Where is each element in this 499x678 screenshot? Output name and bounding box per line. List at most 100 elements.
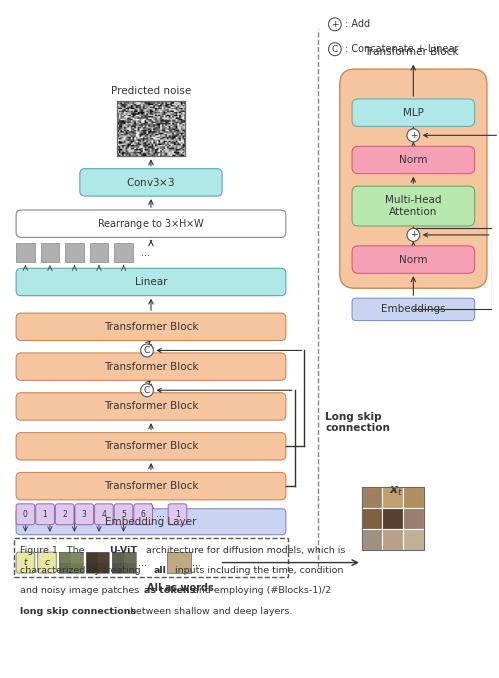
FancyBboxPatch shape <box>403 487 424 508</box>
Text: 6: 6 <box>141 510 146 519</box>
FancyBboxPatch shape <box>340 69 487 288</box>
Text: Figure 1.  The: Figure 1. The <box>20 546 87 555</box>
Text: +: + <box>331 20 339 28</box>
FancyBboxPatch shape <box>403 529 424 550</box>
FancyBboxPatch shape <box>75 504 94 525</box>
Text: U-ViT: U-ViT <box>109 546 137 555</box>
FancyBboxPatch shape <box>38 552 56 573</box>
FancyBboxPatch shape <box>80 169 222 196</box>
FancyBboxPatch shape <box>112 563 124 573</box>
FancyBboxPatch shape <box>40 243 59 262</box>
Text: ...: ... <box>138 557 147 567</box>
Text: all: all <box>154 566 167 575</box>
Text: Transformer Block: Transformer Block <box>104 481 198 491</box>
FancyBboxPatch shape <box>352 146 475 174</box>
Text: : Concatenate + Linear: : Concatenate + Linear <box>345 44 458 54</box>
FancyBboxPatch shape <box>362 487 382 508</box>
FancyBboxPatch shape <box>382 508 403 529</box>
FancyBboxPatch shape <box>114 243 133 262</box>
Text: ...: ... <box>141 248 150 258</box>
FancyBboxPatch shape <box>114 504 133 525</box>
Text: 1: 1 <box>175 510 180 519</box>
FancyBboxPatch shape <box>16 353 286 380</box>
Text: characterized by treating: characterized by treating <box>20 566 144 575</box>
Text: Long skip
connection: Long skip connection <box>325 412 390 433</box>
Text: C: C <box>332 45 338 54</box>
Text: Transformer Block: Transformer Block <box>104 322 198 332</box>
Text: Predicted noise: Predicted noise <box>111 85 191 96</box>
FancyBboxPatch shape <box>95 504 113 525</box>
FancyBboxPatch shape <box>168 504 187 525</box>
Text: ...: ... <box>156 509 165 519</box>
Text: 3: 3 <box>82 510 87 519</box>
Circle shape <box>141 344 153 357</box>
Text: between shallow and deep layers.: between shallow and deep layers. <box>127 607 292 616</box>
FancyBboxPatch shape <box>16 504 35 525</box>
Text: 5: 5 <box>121 510 126 519</box>
Text: C: C <box>144 386 150 395</box>
FancyBboxPatch shape <box>16 313 286 340</box>
FancyBboxPatch shape <box>55 504 74 525</box>
Text: Embedding Layer: Embedding Layer <box>105 517 197 527</box>
Text: Transformer Block: Transformer Block <box>364 47 458 57</box>
FancyBboxPatch shape <box>97 563 109 573</box>
Text: 1: 1 <box>42 510 47 519</box>
FancyBboxPatch shape <box>16 473 286 500</box>
FancyBboxPatch shape <box>382 529 403 550</box>
Text: c: c <box>44 558 49 567</box>
Text: C: C <box>144 346 150 355</box>
Text: : Add: : Add <box>345 19 370 29</box>
Text: architecture for diffusion models, which is: architecture for diffusion models, which… <box>143 546 345 555</box>
Text: Rearrange to 3$\times$H$\times$W: Rearrange to 3$\times$H$\times$W <box>97 217 205 231</box>
FancyBboxPatch shape <box>16 433 286 460</box>
Text: $\boldsymbol{x}_t$: $\boldsymbol{x}_t$ <box>389 485 403 498</box>
FancyBboxPatch shape <box>86 563 97 573</box>
Text: All as words: All as words <box>147 583 214 593</box>
FancyBboxPatch shape <box>16 508 286 535</box>
FancyBboxPatch shape <box>352 298 475 321</box>
Text: MLP: MLP <box>403 108 424 118</box>
Text: ...: ... <box>192 557 201 567</box>
Text: Norm: Norm <box>399 155 428 165</box>
FancyBboxPatch shape <box>65 243 84 262</box>
Text: Conv3$\times$3: Conv3$\times$3 <box>126 176 176 188</box>
FancyBboxPatch shape <box>167 552 191 573</box>
Text: +: + <box>410 131 417 140</box>
FancyBboxPatch shape <box>59 552 71 563</box>
FancyBboxPatch shape <box>86 552 97 563</box>
Circle shape <box>141 384 153 397</box>
FancyBboxPatch shape <box>124 563 136 573</box>
FancyBboxPatch shape <box>16 393 286 420</box>
Text: inputs including the time, condition: inputs including the time, condition <box>172 566 343 575</box>
Text: Multi-Head
Attention: Multi-Head Attention <box>385 195 442 217</box>
FancyBboxPatch shape <box>117 102 185 156</box>
Text: Embeddings: Embeddings <box>381 304 446 315</box>
Circle shape <box>328 43 341 56</box>
Text: +: + <box>410 231 417 239</box>
Text: 0: 0 <box>23 510 28 519</box>
FancyBboxPatch shape <box>352 99 475 126</box>
FancyBboxPatch shape <box>124 552 136 563</box>
Text: and employing (#Blocks-1)/2: and employing (#Blocks-1)/2 <box>190 586 331 595</box>
FancyBboxPatch shape <box>362 508 382 529</box>
FancyBboxPatch shape <box>112 552 124 563</box>
FancyBboxPatch shape <box>16 552 35 573</box>
Text: long skip connections: long skip connections <box>20 607 136 616</box>
Text: Norm: Norm <box>399 254 428 264</box>
Text: as tokens: as tokens <box>144 586 195 595</box>
Text: Transformer Block: Transformer Block <box>104 401 198 412</box>
FancyBboxPatch shape <box>352 186 475 226</box>
FancyBboxPatch shape <box>36 504 54 525</box>
FancyBboxPatch shape <box>97 552 109 563</box>
Text: Linear: Linear <box>135 277 167 287</box>
Circle shape <box>407 129 420 142</box>
FancyBboxPatch shape <box>382 487 403 508</box>
Text: 2: 2 <box>62 510 67 519</box>
Text: t: t <box>23 558 27 567</box>
Circle shape <box>328 18 341 31</box>
FancyBboxPatch shape <box>71 563 83 573</box>
FancyBboxPatch shape <box>352 246 475 273</box>
FancyBboxPatch shape <box>16 243 35 262</box>
FancyBboxPatch shape <box>362 529 382 550</box>
Text: Transformer Block: Transformer Block <box>104 361 198 372</box>
